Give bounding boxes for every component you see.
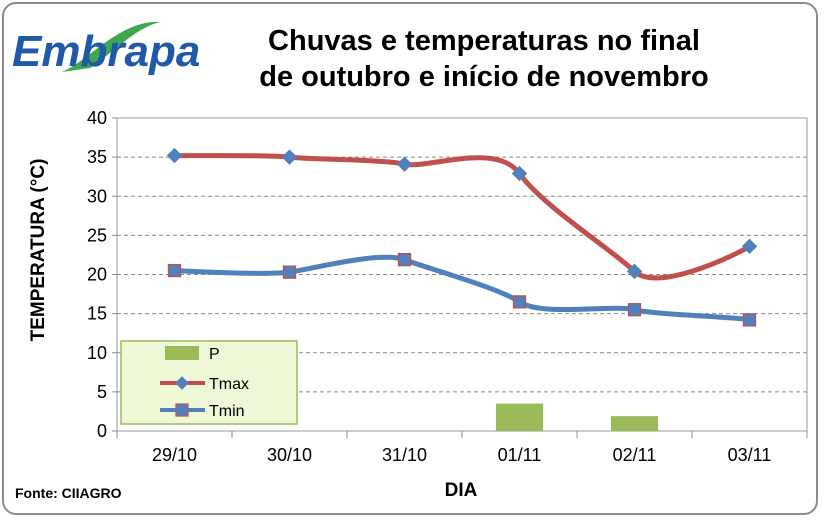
x-axis-ticks: 29/10 30/10 31/10 01/11 02/11 03/11 xyxy=(116,431,808,465)
bar-p xyxy=(495,403,544,431)
legend-label-p: P xyxy=(209,346,220,363)
logo-swoosh xyxy=(62,21,160,72)
y-tick-label: 10 xyxy=(87,343,107,363)
embrapa-logo: Embrapa xyxy=(12,21,200,76)
point-tmax xyxy=(511,165,528,182)
x-tick-label: 29/10 xyxy=(152,445,197,465)
point-tmax xyxy=(626,263,643,280)
bar-p xyxy=(610,416,659,431)
legend-marker-tmin xyxy=(175,403,189,417)
legend-swatch-p xyxy=(165,346,199,360)
point-tmax xyxy=(741,238,758,255)
y-tick-label: 30 xyxy=(87,186,107,206)
x-axis-label: DIA xyxy=(445,480,478,501)
point-tmax xyxy=(281,149,298,165)
precipitation-bars xyxy=(495,403,659,431)
y-tick-label: 20 xyxy=(87,265,107,285)
x-tick-label: 01/11 xyxy=(498,445,542,465)
temperature-markers xyxy=(166,147,758,327)
point-tmin xyxy=(397,252,412,267)
y-tick-label: 15 xyxy=(87,304,107,324)
y-tick-label: 35 xyxy=(87,147,107,167)
legend-label-tmin: Tmin xyxy=(209,403,245,420)
point-tmax xyxy=(166,147,183,164)
legend-label-tmax: Tmax xyxy=(209,376,249,393)
chart-title-line-1: Chuvas e temperaturas no final xyxy=(268,25,700,57)
chart-title-line-2: de outubro e início de novembro xyxy=(259,61,709,93)
y-axis-label: TEMPERATURA (°C) xyxy=(28,159,49,342)
y-tick-label: 0 xyxy=(97,421,107,441)
x-tick-label: 03/11 xyxy=(728,445,772,465)
legend-box xyxy=(120,340,298,425)
x-tick-label: 30/10 xyxy=(267,445,312,465)
point-tmin xyxy=(167,263,182,278)
logo-wordmark: Embrapa xyxy=(12,27,200,76)
source-label: Fonte: CIIAGRO xyxy=(15,485,122,501)
point-tmin xyxy=(627,303,642,317)
y-tick-label: 5 xyxy=(97,382,107,402)
x-tick-label: 02/11 xyxy=(613,445,657,465)
x-tick-label: 31/10 xyxy=(382,445,427,465)
legend-marker-tmax xyxy=(175,376,189,390)
legend: P Tmax Tmin xyxy=(120,340,298,425)
y-tick-label: 40 xyxy=(87,108,107,128)
point-tmin xyxy=(512,295,527,309)
y-axis-ticks: 0 5 10 15 20 25 30 35 40 xyxy=(87,108,117,441)
point-tmin xyxy=(742,313,757,327)
point-tmin xyxy=(282,265,297,279)
y-tick-label: 25 xyxy=(87,225,107,245)
point-tmax xyxy=(396,156,413,172)
